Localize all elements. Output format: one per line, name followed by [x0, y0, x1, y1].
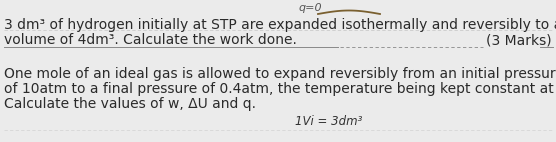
Text: One mole of an ideal gas is allowed to expand reversibly from an initial pressur: One mole of an ideal gas is allowed to e… [4, 67, 556, 81]
Text: of 10atm to a final pressure of 0.4atm, the temperature being kept constant at 0: of 10atm to a final pressure of 0.4atm, … [4, 82, 556, 96]
Text: volume of 4dm³. Calculate the work done.: volume of 4dm³. Calculate the work done. [4, 33, 297, 47]
Text: q=0: q=0 [298, 3, 322, 13]
Text: 3 dm³ of hydrogen initially at STP are expanded isothermally and reversibly to a: 3 dm³ of hydrogen initially at STP are e… [4, 18, 556, 32]
Text: Calculate the values of w, ΔU and q.: Calculate the values of w, ΔU and q. [4, 97, 256, 111]
Text: 1Vi = 3dm³: 1Vi = 3dm³ [295, 115, 363, 128]
Text: (3 Marks): (3 Marks) [486, 33, 552, 47]
